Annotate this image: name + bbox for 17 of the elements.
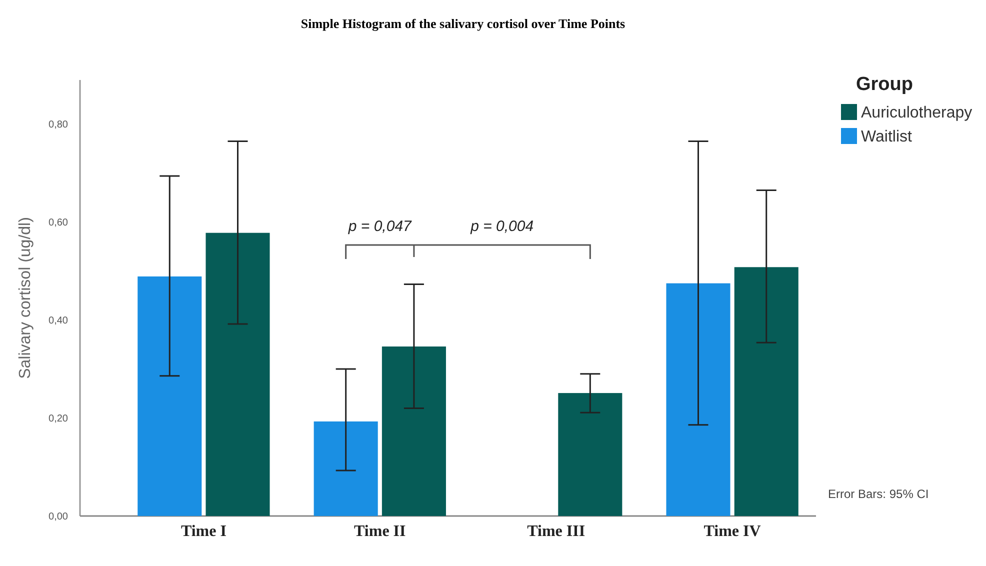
y-tick-label: 0,20	[48, 414, 68, 425]
x-tick-label: Time IV	[704, 523, 762, 540]
text: Error Bars: 95% CI	[828, 487, 929, 501]
y-axis-title: Salivary cortisol (ug/dl)	[17, 217, 34, 379]
y-tick-label: 0,60	[48, 218, 68, 229]
y-tick-label: 0,80	[48, 120, 68, 131]
chart-title: Simple Histogram of the salivary cortisol over Time Points	[300, 16, 626, 31]
annotation: p = 0,047	[347, 218, 412, 235]
y-tick-label: 0,40	[48, 316, 68, 327]
legend-title: Group	[856, 74, 913, 95]
x-tick-label: Time III	[527, 523, 586, 540]
legend-label: Auriculotherapy	[861, 104, 972, 122]
y-tick-label: 0,00	[48, 512, 68, 522]
annotation: p = 0,004	[470, 218, 534, 235]
x-tick-label: Time II	[354, 523, 406, 540]
x-tick-label: Time I	[180, 523, 226, 540]
legend-label: Waitlist	[861, 128, 913, 146]
